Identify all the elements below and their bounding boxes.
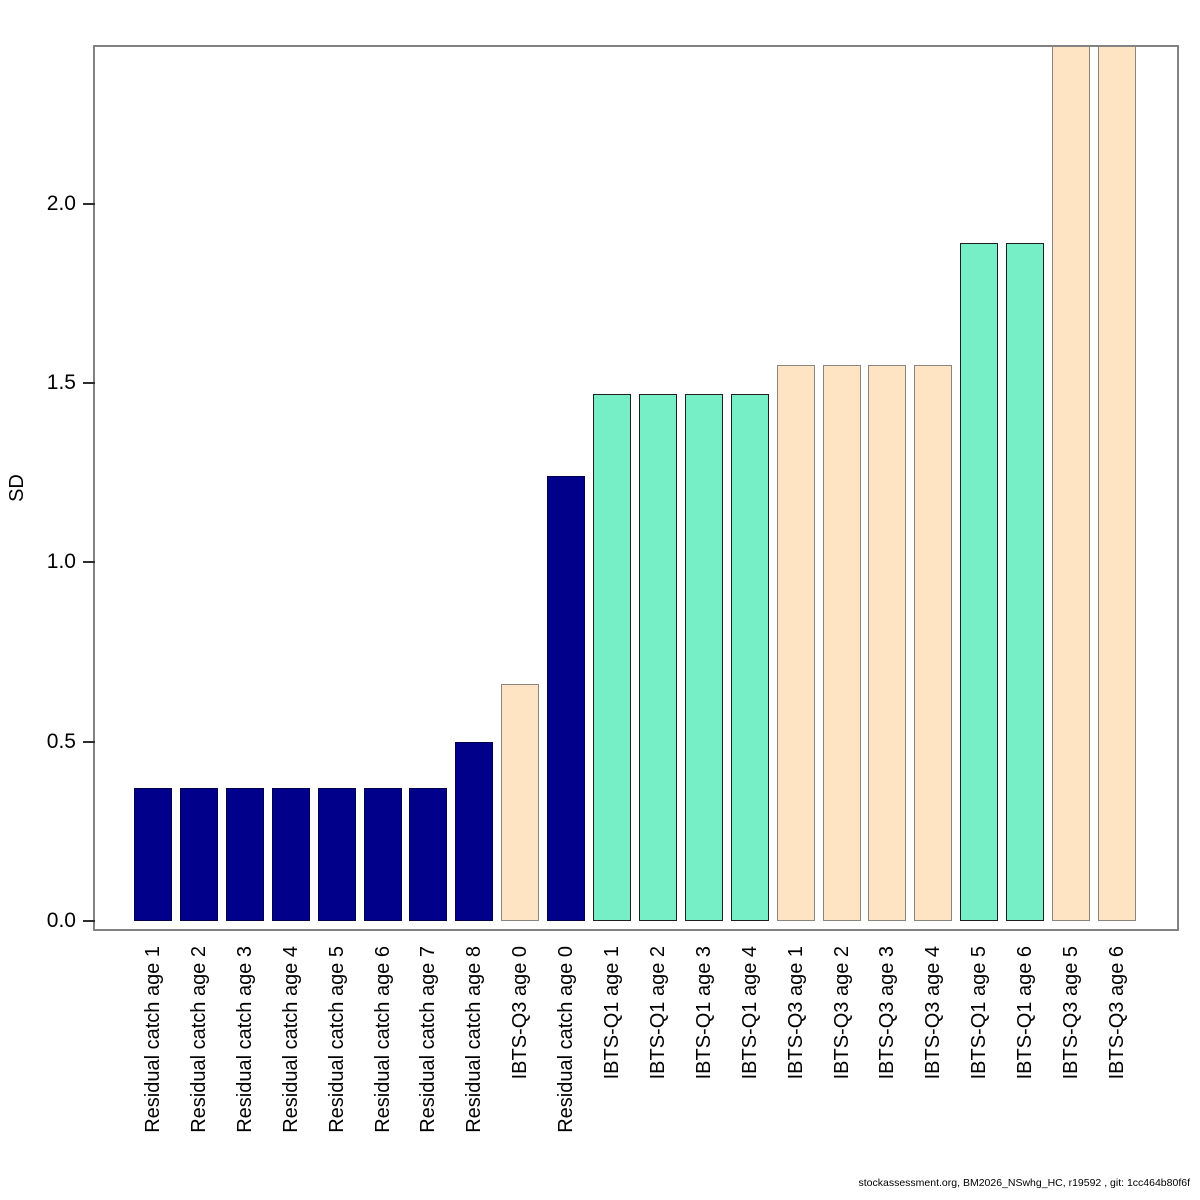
bar <box>822 365 861 921</box>
bar <box>363 788 402 921</box>
y-tick-mark <box>83 202 95 205</box>
x-axis-label: Residual catch age 8 <box>463 946 486 1133</box>
bar <box>593 394 631 921</box>
x-axis-label: Residual catch age 3 <box>233 946 256 1133</box>
x-axis-label: IBTS-Q1 age 6 <box>1014 946 1037 1080</box>
x-axis-label: IBTS-Q3 age 3 <box>876 946 899 1080</box>
x-axis-label: IBTS-Q3 age 0 <box>509 946 532 1080</box>
bar <box>730 394 769 921</box>
bar <box>225 788 264 921</box>
bar <box>1052 47 1090 921</box>
bar <box>1097 47 1136 921</box>
bar <box>684 394 723 921</box>
bar <box>409 788 448 921</box>
x-axis-label: IBTS-Q3 age 5 <box>1060 946 1082 1080</box>
bar <box>914 365 953 921</box>
bar <box>455 742 494 921</box>
x-axis-label: Residual catch age 5 <box>325 946 348 1133</box>
bar <box>776 365 815 921</box>
y-tick-mark <box>83 561 95 564</box>
y-tick-mark <box>83 920 95 922</box>
bar <box>317 788 356 921</box>
x-axis-label: IBTS-Q3 age 2 <box>830 946 853 1080</box>
x-axis-label: IBTS-Q1 age 4 <box>738 946 761 1080</box>
y-tick-mark <box>83 740 95 743</box>
footer-watermark: stockassessment.org, BM2026_NSwhg_HC, r1… <box>858 1177 1190 1189</box>
x-axis-label: Residual catch age 0 <box>555 946 578 1133</box>
bar <box>638 394 677 921</box>
y-tick-label: 1.0 <box>46 550 76 574</box>
x-axis-label: Residual catch age 4 <box>279 946 302 1133</box>
x-axis-label: IBTS-Q1 age 2 <box>646 946 669 1080</box>
x-axis-label: IBTS-Q1 age 3 <box>692 946 715 1080</box>
x-axis-label: Residual catch age 2 <box>187 946 210 1133</box>
x-axis-label: Residual catch age 7 <box>417 946 440 1133</box>
x-axis-label: IBTS-Q3 age 4 <box>922 946 945 1080</box>
y-tick-label: 0.5 <box>46 729 76 753</box>
bar <box>868 365 907 921</box>
y-tick-label: 1.5 <box>46 370 76 394</box>
x-axis-label: Residual catch age 1 <box>142 946 164 1133</box>
y-axis-title: SD <box>6 474 28 502</box>
x-axis-label: Residual catch age 6 <box>371 946 394 1133</box>
x-axis-label: IBTS-Q1 age 5 <box>968 946 991 1080</box>
bar <box>1006 243 1045 921</box>
bar <box>960 243 999 921</box>
x-axis-label: IBTS-Q1 age 1 <box>601 946 623 1080</box>
bar <box>134 788 172 921</box>
plot-area <box>93 45 1179 931</box>
y-tick-mark <box>83 381 95 384</box>
y-tick-label: 2.0 <box>46 191 76 215</box>
x-axis-label: IBTS-Q3 age 1 <box>784 946 807 1080</box>
bar <box>547 476 586 921</box>
y-tick-label: 0.0 <box>46 909 76 932</box>
bar <box>271 788 310 921</box>
bar <box>501 684 540 921</box>
bar <box>179 788 218 921</box>
x-axis-label: IBTS-Q3 age 6 <box>1105 946 1128 1080</box>
